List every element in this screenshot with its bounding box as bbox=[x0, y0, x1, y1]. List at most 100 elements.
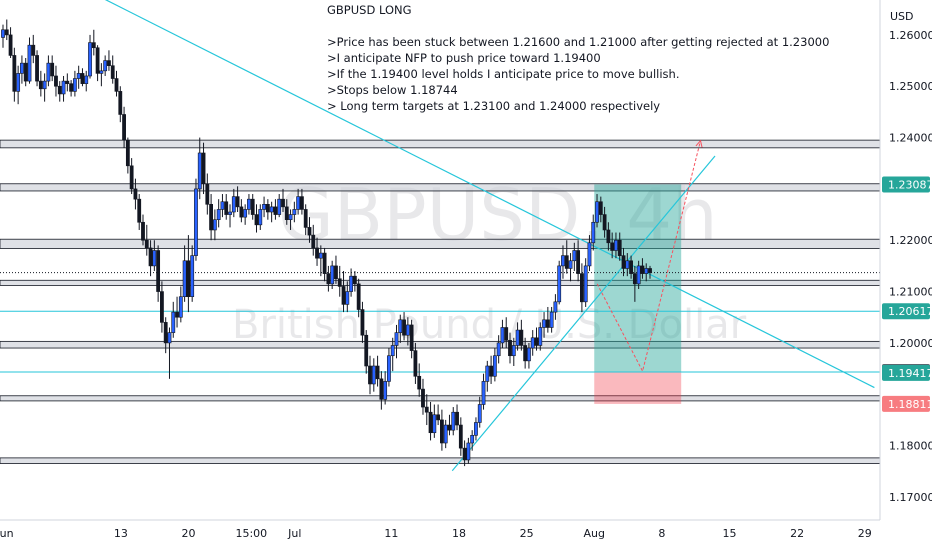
candle bbox=[606, 222, 611, 251]
time-tick-label: 15:00 bbox=[235, 527, 267, 540]
candle bbox=[46, 55, 51, 87]
candle-body bbox=[69, 83, 74, 92]
candle-body bbox=[545, 319, 550, 328]
candle-body bbox=[205, 183, 210, 205]
time-tick-label: 13 bbox=[114, 527, 128, 540]
candle-body bbox=[383, 381, 388, 400]
candle-body bbox=[262, 204, 266, 210]
candle bbox=[182, 245, 187, 302]
candle-body bbox=[31, 44, 36, 56]
candle-body bbox=[156, 250, 161, 292]
candle bbox=[273, 199, 278, 220]
candle-body bbox=[1, 29, 5, 38]
candle-body bbox=[621, 255, 626, 269]
time-tick-label: 22 bbox=[790, 527, 804, 540]
price-badge-label: 1.23087 bbox=[888, 178, 932, 191]
candle bbox=[568, 253, 573, 282]
candle-body bbox=[54, 75, 58, 87]
candle bbox=[250, 194, 255, 220]
candle-body bbox=[595, 201, 599, 223]
candle bbox=[163, 317, 168, 354]
candle bbox=[629, 255, 633, 279]
candle bbox=[107, 50, 111, 71]
candle-body bbox=[360, 309, 365, 336]
candle bbox=[527, 342, 531, 369]
candle bbox=[235, 186, 240, 213]
currency-label: USD bbox=[890, 10, 914, 23]
candle-body bbox=[341, 286, 346, 305]
candle-body bbox=[470, 435, 475, 444]
price-badge-background bbox=[882, 303, 930, 320]
candle-body bbox=[549, 311, 554, 328]
candle bbox=[23, 58, 28, 87]
price-badge[interactable]: 1.19417 bbox=[882, 364, 932, 381]
candle bbox=[470, 430, 475, 451]
candle bbox=[35, 50, 39, 87]
price-axis[interactable]: USD 1.26000 1.25000 1.24000 1.22000 1.21000 1… bbox=[879, 0, 932, 520]
time-axis[interactable]: Jun 13 20 15:00 Jul 11 18 25 Aug 8 15 22 29 bbox=[0, 519, 932, 550]
candle bbox=[16, 65, 21, 105]
candle bbox=[360, 301, 365, 343]
candle-body bbox=[224, 201, 229, 215]
candle-body bbox=[330, 265, 335, 285]
candle bbox=[371, 358, 376, 392]
price-badge[interactable]: 1.23087 bbox=[882, 176, 932, 193]
candle-body bbox=[137, 198, 142, 223]
candle bbox=[322, 247, 327, 282]
candle bbox=[118, 86, 123, 123]
candle-body bbox=[644, 268, 649, 274]
candle-body bbox=[527, 347, 531, 362]
candle-body bbox=[405, 324, 410, 336]
candle-body bbox=[534, 337, 539, 346]
price-tick-label: 1.25000 bbox=[889, 80, 932, 93]
candle-body bbox=[364, 334, 369, 367]
candle bbox=[364, 330, 369, 374]
candle-body bbox=[35, 55, 39, 82]
candle-body bbox=[387, 355, 391, 382]
time-tick-label: 11 bbox=[384, 527, 398, 540]
candle bbox=[394, 324, 399, 359]
candle-body bbox=[447, 424, 452, 431]
candle bbox=[337, 265, 342, 297]
candle bbox=[352, 271, 357, 292]
candle-body bbox=[277, 198, 282, 215]
candle-body bbox=[220, 201, 225, 210]
candle bbox=[80, 68, 85, 87]
price-badge[interactable]: 1.18811 bbox=[882, 395, 932, 412]
annotation-line-5: > Long term targets at 1.23100 and 1.240… bbox=[327, 99, 660, 113]
candle bbox=[269, 201, 274, 223]
sr-zone-4 bbox=[0, 279, 881, 286]
candle bbox=[587, 235, 592, 272]
candle bbox=[595, 194, 599, 228]
candle-body bbox=[409, 324, 414, 351]
candle-body bbox=[504, 327, 509, 341]
candle bbox=[496, 335, 501, 364]
trendline-2 bbox=[451, 155, 716, 472]
candle bbox=[598, 196, 603, 223]
candle-body bbox=[440, 419, 444, 444]
candle bbox=[205, 173, 210, 215]
candle-body bbox=[258, 209, 263, 226]
candle bbox=[511, 337, 516, 367]
price-badge[interactable]: 1.20617 bbox=[882, 303, 932, 320]
candle bbox=[477, 396, 482, 428]
candle-body bbox=[334, 265, 338, 280]
candle bbox=[262, 196, 266, 218]
candle bbox=[538, 322, 543, 351]
candle bbox=[545, 306, 550, 333]
candle-body bbox=[8, 34, 13, 56]
candle bbox=[383, 371, 388, 405]
candle bbox=[519, 319, 524, 351]
stop-zone bbox=[594, 372, 682, 404]
candle bbox=[186, 235, 191, 313]
candle-body bbox=[72, 78, 77, 92]
candle-body bbox=[572, 250, 577, 262]
price-badge-label: 1.18811 bbox=[888, 398, 932, 411]
candle bbox=[129, 158, 134, 195]
candle-body bbox=[508, 340, 512, 357]
candle bbox=[167, 327, 172, 379]
candle bbox=[296, 188, 301, 215]
candle bbox=[625, 253, 630, 277]
candle-body bbox=[296, 196, 301, 210]
